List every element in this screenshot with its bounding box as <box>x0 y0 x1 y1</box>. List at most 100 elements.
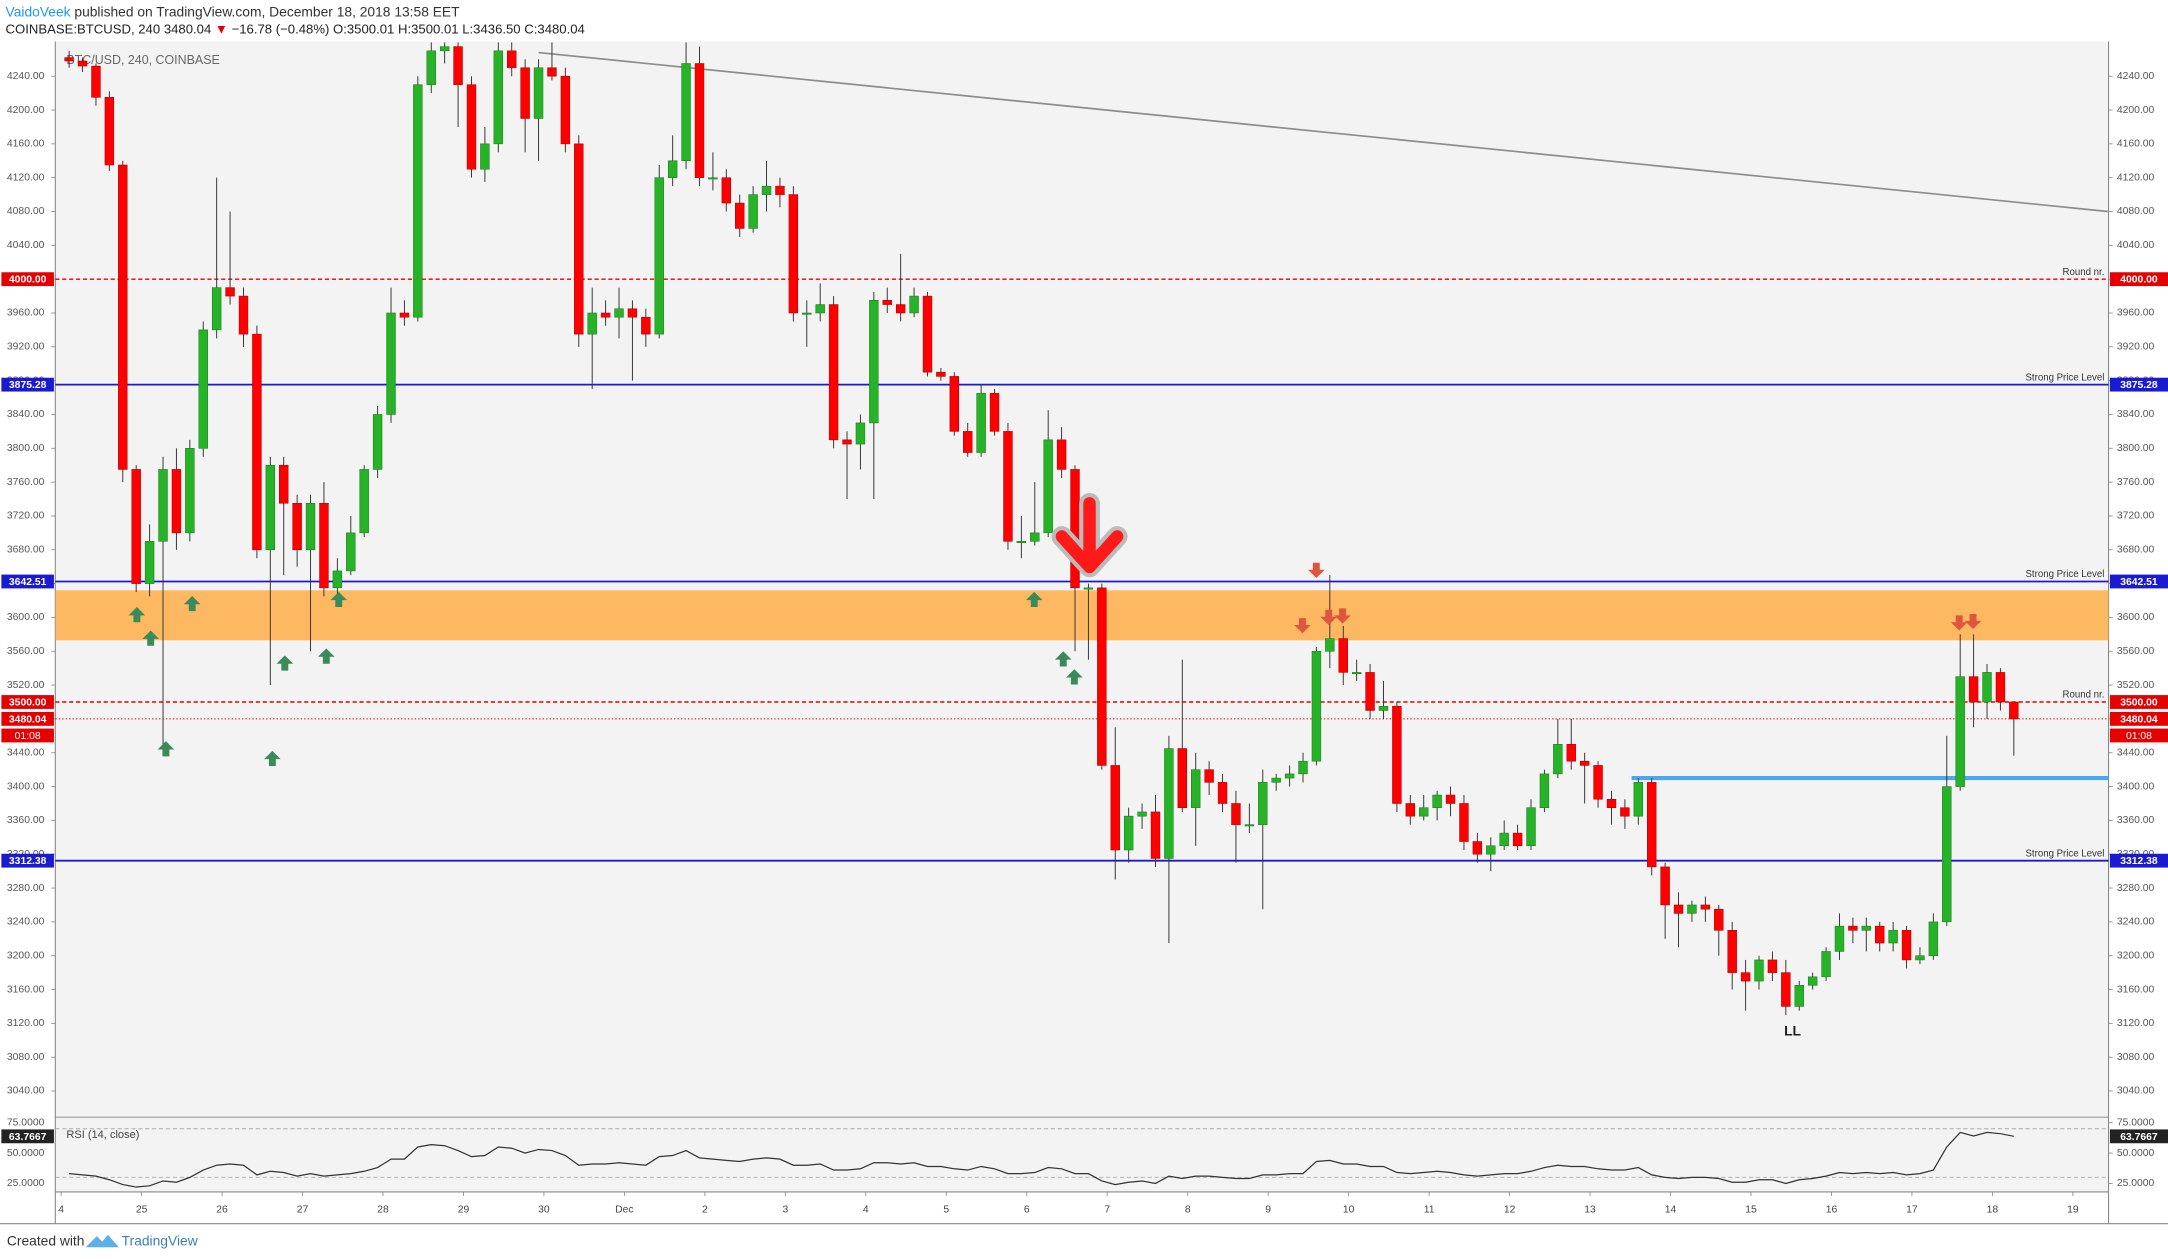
level-label: 3312.38 <box>9 856 47 867</box>
candle-body <box>654 177 664 335</box>
candle-body <box>1365 672 1375 711</box>
rsi-tick-label: 75.0000 <box>2117 1117 2155 1128</box>
x-tick-label: 25 <box>136 1205 148 1216</box>
y-tick-label: 3520.00 <box>7 680 45 691</box>
candle-body <box>413 84 423 318</box>
candle-body <box>1995 672 2006 703</box>
candle-body <box>909 295 919 314</box>
footer-brand: TradingView <box>122 1232 199 1248</box>
x-tick-label: 2 <box>702 1205 708 1216</box>
y-tick-label: 3840.00 <box>7 409 45 420</box>
candle-body <box>1647 782 1657 868</box>
signal-arrow-up <box>157 741 175 757</box>
signal-arrow-up <box>142 630 160 646</box>
x-tick-label: 29 <box>458 1205 470 1216</box>
candle-body <box>989 393 1000 432</box>
candle-body <box>64 57 74 62</box>
candle-body <box>1727 930 1737 973</box>
y-tick-label: 3040.00 <box>7 1086 45 1097</box>
candle-body <box>1405 803 1416 817</box>
y-tick-label: 3240.00 <box>7 917 45 928</box>
candle-body <box>386 312 396 415</box>
signal-arrow-up <box>276 655 294 671</box>
y-tick-label: 3720.00 <box>7 511 45 522</box>
level-name: Strong Price Level <box>2025 372 2104 383</box>
y-tick-label: 4200.00 <box>7 105 45 116</box>
x-tick-label: 27 <box>297 1205 309 1216</box>
y-tick-label: 3560.00 <box>7 646 45 657</box>
candle-body <box>466 84 477 170</box>
candle-body <box>359 469 369 534</box>
rsi-tick-label: 50.0000 <box>2117 1148 2155 1159</box>
y-tick-label: 4120.00 <box>2117 172 2155 183</box>
candle-body <box>1298 760 1308 775</box>
candle-body <box>1955 676 1965 787</box>
candle-body <box>533 67 544 119</box>
candle-body <box>1083 587 1094 590</box>
x-tick-label: 11 <box>1424 1205 1435 1216</box>
rsi-last: 63.7667 <box>9 1132 47 1143</box>
countdown: 01:08 <box>2126 731 2152 742</box>
candle-body <box>574 143 584 335</box>
candle-body <box>1888 930 1898 944</box>
x-tick-label: 14 <box>1665 1205 1677 1216</box>
rsi-last-box <box>2109 1129 2168 1144</box>
candle-body <box>158 469 168 542</box>
x-tick-label: Dec <box>615 1205 633 1216</box>
candle-body <box>1512 832 1523 847</box>
candle-body <box>1378 705 1389 711</box>
level-box <box>2109 695 2168 709</box>
candle-body <box>761 185 772 195</box>
y-tick-label: 3160.00 <box>7 984 45 995</box>
y-tick-label: 3760.00 <box>7 477 45 488</box>
candle-body <box>721 177 732 204</box>
candle-body <box>211 287 222 331</box>
y-tick-label: 3560.00 <box>2117 646 2155 657</box>
candle-body <box>1740 972 1751 982</box>
candle-body <box>1915 955 1925 961</box>
y-tick-label: 4200.00 <box>2117 105 2155 116</box>
level-label: 3312.38 <box>2120 856 2158 867</box>
level-box <box>1 695 54 709</box>
candle-body <box>1821 951 1831 978</box>
candle-body <box>547 67 557 77</box>
quote-low: L:3436.50 <box>462 22 520 37</box>
candle-body <box>1834 925 1845 952</box>
x-tick-label: 17 <box>1906 1205 1918 1216</box>
candle-body <box>627 308 638 318</box>
candle-body <box>305 502 316 551</box>
candle-body <box>265 464 276 551</box>
candle-body <box>1754 959 1764 982</box>
candle-body <box>520 67 530 119</box>
candle-body <box>292 502 302 551</box>
candle-body <box>1070 469 1080 589</box>
countdown-box <box>2109 728 2168 743</box>
candle-body <box>1419 807 1429 817</box>
candle-body <box>2009 701 2019 720</box>
level-box <box>1 377 54 392</box>
quote-change: −16.78 (−0.48%) <box>232 22 330 37</box>
candle-body <box>1056 439 1067 470</box>
y-tick-label: 4080.00 <box>2117 206 2155 217</box>
candle-body <box>1137 811 1147 817</box>
candle-body <box>587 312 597 335</box>
candle-body <box>681 63 691 162</box>
candle-body <box>1620 807 1630 817</box>
candle-body <box>1606 798 1617 808</box>
rsi-tick-label: 75.0000 <box>7 1117 45 1128</box>
y-tick-label: 3600.00 <box>2117 612 2155 623</box>
y-tick-label: 3680.00 <box>7 545 45 556</box>
candle-body <box>185 448 195 534</box>
y-tick-label: 3160.00 <box>2117 984 2155 995</box>
candle-body <box>1486 845 1496 855</box>
y-tick-label: 3920.00 <box>2117 342 2155 353</box>
candle-body <box>77 60 88 67</box>
quote-last: 3480.04 <box>164 22 211 37</box>
plot-area <box>55 41 2109 1118</box>
candle-body <box>118 164 128 470</box>
y-tick-label: 3440.00 <box>7 747 45 758</box>
y-tick-label: 3200.00 <box>7 950 45 961</box>
candle-body <box>1942 786 1952 923</box>
candle-body <box>600 312 611 318</box>
